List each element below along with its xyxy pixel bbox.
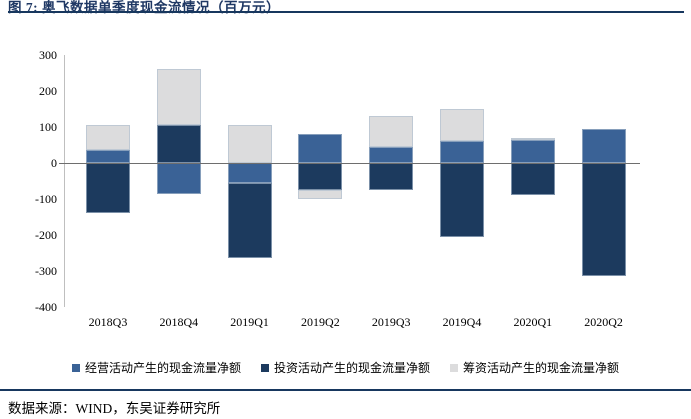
bar-segment-operating (581, 128, 626, 163)
legend-item-investing: 投资活动产生的现金流量净额 (260, 359, 430, 376)
bar-segment-financing (440, 109, 484, 142)
y-axis-line (64, 55, 65, 307)
x-axis-label: 2019Q2 (301, 315, 340, 329)
y-axis-label: -400 (35, 300, 57, 314)
y-axis-label: 300 (39, 48, 57, 62)
bar-segment-financing (86, 125, 130, 151)
bar-segment-operating (369, 146, 414, 163)
bar-segment-investing (369, 163, 414, 190)
bar-segment-financing (227, 125, 272, 163)
x-axis-label: 2018Q3 (88, 315, 128, 329)
legend-item-operating: 经营活动产生的现金流量净额 (71, 359, 241, 376)
x-axis-label: 2020Q2 (584, 315, 623, 329)
legend-swatch-icon (71, 363, 80, 372)
bar-segment-investing (156, 125, 201, 163)
footer-divider (0, 389, 691, 391)
plot-area: 2018Q3 2018Q4 2019Q1 2019Q2 2019Q3 2019Q4 2020… (59, 55, 640, 329)
legend-item-financing: 筹资活动产生的现金流量净额 (450, 359, 619, 376)
bar-segment-operating (86, 150, 130, 163)
chart-legend: 经营活动产生的现金流量净额 投资活动产生的现金流量净额 筹资活动产生的现金流量净额 (0, 359, 691, 376)
y-axis-label: -200 (35, 228, 57, 242)
bar-segment-operating (227, 163, 272, 183)
x-axis-label: 2019Q4 (442, 315, 482, 329)
x-axis-label: 2019Q1 (230, 315, 269, 329)
x-axis-label: 2018Q4 (159, 315, 199, 329)
bar-segment-financing (510, 137, 555, 140)
x-axis-label: 2019Q3 (371, 315, 411, 329)
legend-label: 筹资活动产生的现金流量净额 (463, 361, 620, 375)
bar-segment-investing (581, 163, 626, 277)
bar-segment-investing (86, 163, 130, 214)
legend-swatch-icon (450, 363, 458, 372)
bar-segment-financing (298, 190, 343, 199)
data-source: 数据来源：WIND，东吴证券研究所 (8, 401, 221, 416)
bar-segment-investing (440, 163, 484, 237)
bar-segment-investing (227, 182, 272, 259)
title-divider (8, 11, 684, 13)
y-axis: 300 200 100 0 -100 -200 -300 -400 (0, 48, 57, 314)
bar-segment-investing (298, 163, 343, 190)
y-axis-label: 200 (39, 84, 57, 98)
bar-segment-operating (298, 134, 343, 163)
zero-line (59, 163, 640, 164)
bar-segment-financing (369, 116, 414, 147)
cash-flow-chart: 300 200 100 0 -100 -200 -300 -400 2018Q3 2018Q4 2… (0, 48, 640, 329)
y-axis-label: -300 (35, 264, 57, 278)
legend-swatch-icon (260, 363, 269, 372)
bar-segment-financing (156, 69, 201, 126)
legend-label: 投资活动产生的现金流量净额 (273, 361, 430, 375)
y-axis-label: -100 (35, 192, 57, 206)
bar-segment-operating (440, 141, 484, 163)
y-axis-label: 100 (39, 120, 57, 134)
y-axis-label: 0 (51, 156, 57, 170)
x-axis-label: 2020Q1 (513, 315, 553, 329)
bar-segment-operating (510, 139, 555, 163)
bar-segment-investing (510, 163, 555, 196)
legend-label: 经营活动产生的现金流量净额 (84, 361, 241, 375)
bar-segment-operating (156, 163, 201, 194)
